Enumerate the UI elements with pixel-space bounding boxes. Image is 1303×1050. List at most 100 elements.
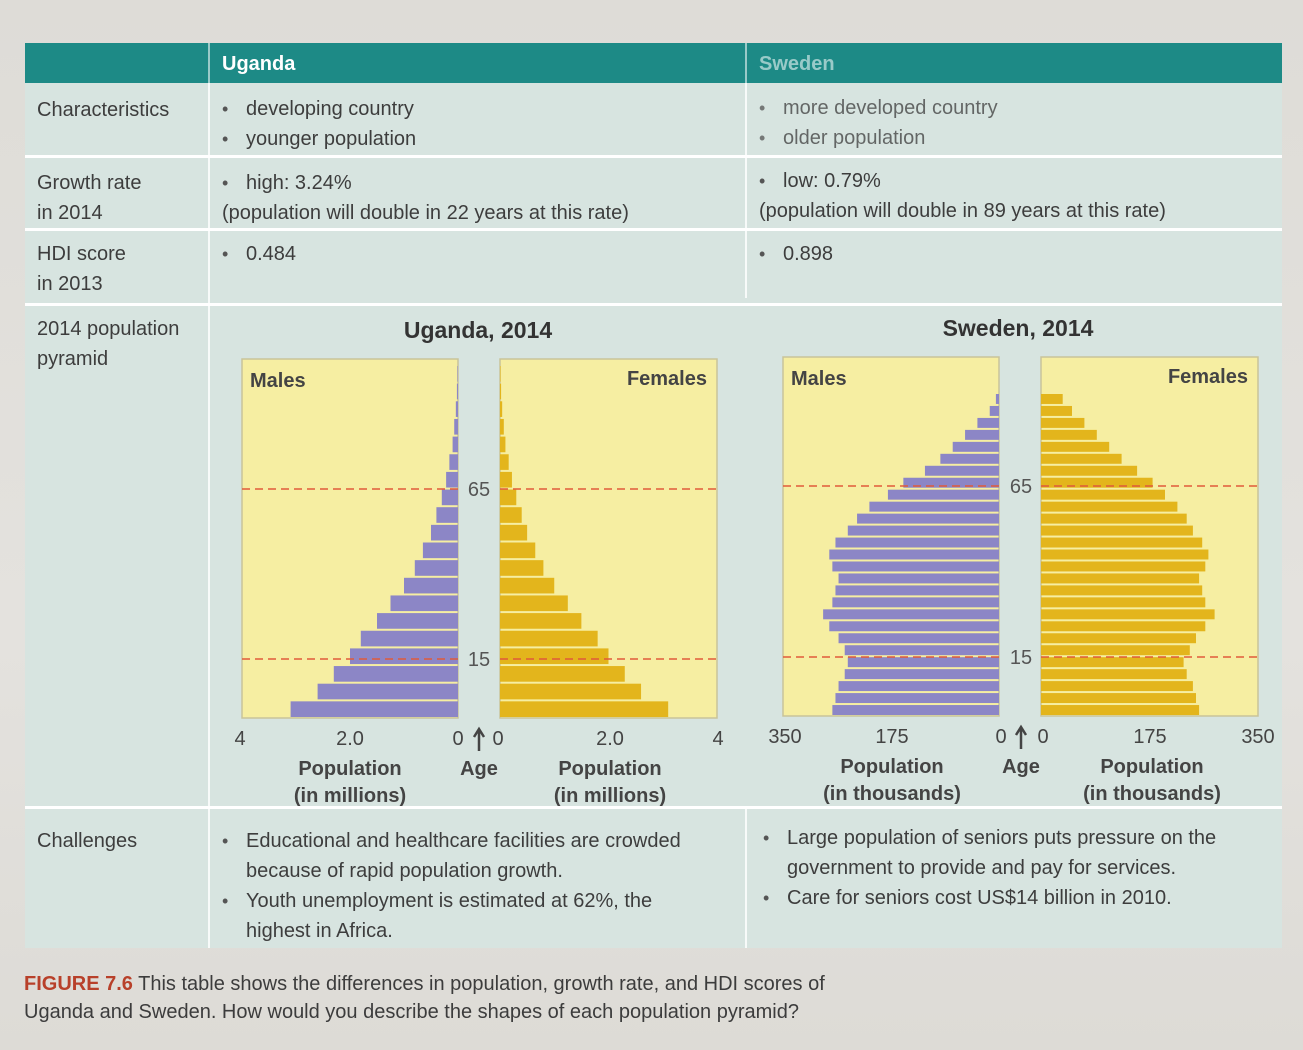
males-panel <box>782 356 1000 717</box>
male-bar <box>457 366 458 382</box>
female-bar <box>500 666 625 682</box>
female-bar <box>1041 537 1203 548</box>
female-bar <box>1041 453 1122 464</box>
male-bar <box>422 542 458 559</box>
x-tick-label: 175 <box>1133 726 1166 748</box>
age-tick-label: 15 <box>468 649 490 671</box>
growth-note: (population will double in 22 years at t… <box>222 202 629 224</box>
x-tick-label: 0 <box>492 728 503 750</box>
male-bar <box>449 454 458 470</box>
female-bar <box>500 471 512 488</box>
x-tick-label: 175 <box>875 726 908 748</box>
male-bar <box>838 633 999 644</box>
x-tick-label: 0 <box>995 726 1006 748</box>
x-tick-label: 2.0 <box>596 728 624 750</box>
male-bar <box>404 577 458 594</box>
row-pyramid: 2014 population pyramid <box>25 306 1282 809</box>
row-label-line: pyramid <box>37 348 109 370</box>
row-label-line: in 2014 <box>37 202 103 224</box>
male-bar <box>847 525 999 536</box>
male-bar <box>832 561 999 572</box>
female-bar <box>1041 441 1110 452</box>
x-axis-label: Population <box>1100 756 1203 778</box>
panel-label-males: Males <box>250 370 306 392</box>
female-bar <box>1041 561 1206 572</box>
list-item: Youth unemployment is estimated at 62%, … <box>222 886 681 946</box>
female-bar <box>1041 609 1215 620</box>
row-hdi: HDI score in 2013 0.484 0.898 <box>25 231 1282 306</box>
male-bar <box>829 621 999 632</box>
list-item: younger population <box>222 124 416 154</box>
list-item: Educational and healthcare facilities ar… <box>222 826 681 886</box>
uganda-characteristics: developing country younger population <box>222 94 416 154</box>
male-bar <box>832 597 999 608</box>
male-bar <box>887 489 999 500</box>
sweden-growth: low: 0.79% (population will double in 89… <box>759 166 1166 226</box>
female-bar <box>500 560 544 576</box>
list-item: Large population of seniors puts pressur… <box>763 823 1216 883</box>
age-tick-label: 15 <box>1010 647 1032 669</box>
list-item: high: 3.24% <box>222 168 629 198</box>
female-bar <box>1041 489 1165 500</box>
row-label-line: in 2013 <box>37 273 103 295</box>
female-bar <box>1041 585 1203 596</box>
female-bar <box>500 577 555 594</box>
female-bar <box>500 454 509 470</box>
male-bar <box>965 429 999 440</box>
x-axis-label-units: (in millions) <box>294 785 406 807</box>
figure-label: FIGURE 7.6 <box>24 973 133 995</box>
male-bar <box>903 477 999 488</box>
list-item: low: 0.79% <box>759 166 1166 196</box>
age-axis-label: Age <box>1002 756 1040 778</box>
x-tick-label: 350 <box>1241 726 1274 748</box>
row-label: 2014 population pyramid <box>37 314 179 374</box>
male-bar <box>350 648 458 665</box>
male-bar <box>333 666 458 682</box>
male-bar <box>847 657 999 668</box>
panel-label-females: Females <box>627 368 707 390</box>
age-tick-label: 65 <box>1010 476 1032 498</box>
male-bar <box>844 669 999 680</box>
female-bar <box>500 366 501 382</box>
row-label: Challenges <box>37 830 138 852</box>
male-bar <box>829 549 999 560</box>
male-bar <box>823 609 999 620</box>
sweden-hdi: 0.898 <box>759 239 833 269</box>
row-challenges: Challenges Educational and healthcare fa… <box>25 809 1282 948</box>
male-bar <box>290 701 458 717</box>
x-tick-label: 4 <box>234 728 245 750</box>
uganda-growth: high: 3.24% (population will double in 2… <box>222 168 629 228</box>
female-bar <box>1041 693 1196 704</box>
age-arrow-icon <box>472 726 486 751</box>
female-bar <box>1041 465 1138 476</box>
female-bar <box>500 648 609 665</box>
header-divider <box>208 43 210 83</box>
male-bar <box>924 465 999 476</box>
uganda-hdi: 0.484 <box>222 239 296 269</box>
column-divider <box>208 83 210 948</box>
x-tick-label: 0 <box>452 728 463 750</box>
female-bar <box>500 683 642 700</box>
row-characteristics: Characteristics developing country young… <box>25 83 1282 158</box>
male-bar <box>454 418 458 435</box>
female-bar <box>1041 597 1206 608</box>
female-bar <box>500 524 528 541</box>
row-label: HDI score in 2013 <box>37 239 126 299</box>
list-item-line: government to provide and pay for servic… <box>787 857 1177 879</box>
male-bar <box>414 560 458 576</box>
male-bar <box>832 705 999 715</box>
female-bar <box>1041 405 1072 416</box>
female-bar <box>1041 394 1063 404</box>
list-item-line: because of rapid population growth. <box>246 860 563 882</box>
females-panel <box>1040 356 1259 717</box>
female-bar <box>500 542 536 559</box>
male-bar <box>446 471 458 488</box>
row-growth-rate: Growth rate in 2014 high: 3.24% (populat… <box>25 158 1282 231</box>
males-panel <box>241 358 459 719</box>
age-arrow-icon <box>1014 724 1028 749</box>
female-bar <box>1041 513 1187 524</box>
panel-label-males: Males <box>791 368 847 390</box>
female-bar <box>1041 429 1097 440</box>
male-bar <box>835 585 999 596</box>
male-bar <box>390 595 458 612</box>
